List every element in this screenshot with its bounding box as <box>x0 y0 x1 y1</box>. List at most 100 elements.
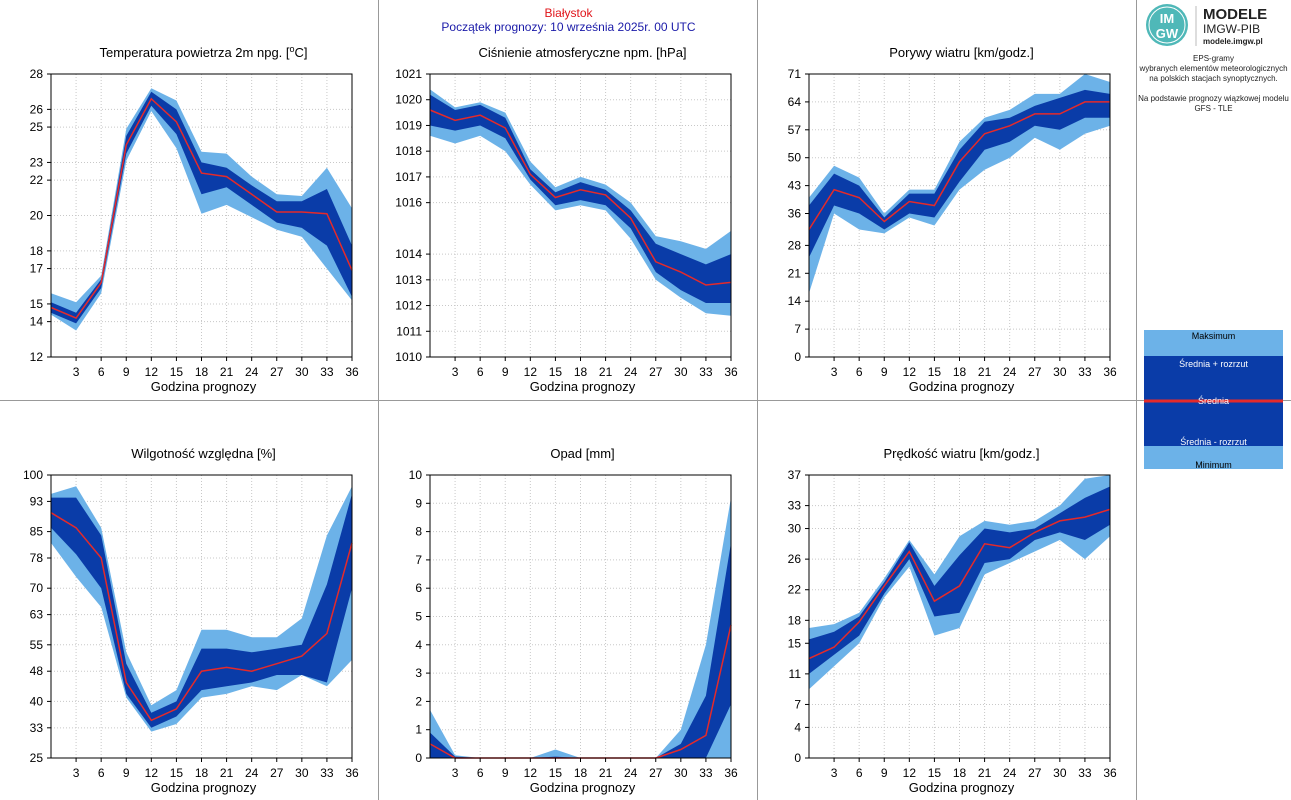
y-tick-label: 20 <box>30 209 44 223</box>
x-axis-label: Godzina prognozy <box>530 379 636 394</box>
band-mean-spread <box>51 493 352 728</box>
sidebar-line: EPS-gramy <box>1193 54 1234 63</box>
y-tick-label: 7 <box>794 697 801 711</box>
y-tick-label: 22 <box>30 173 44 187</box>
x-tick-label: 36 <box>724 365 738 379</box>
x-tick-label: 18 <box>574 766 588 780</box>
y-tick-label: 33 <box>30 721 44 735</box>
y-tick-label: 1019 <box>395 118 422 132</box>
sidebar-line: wybranych elementów meteorologicznych <box>1139 64 1288 73</box>
y-tick-label: 15 <box>788 636 802 650</box>
band-mean-spread <box>809 89 1110 258</box>
y-tick-label: 28 <box>788 238 802 252</box>
y-tick-label: 22 <box>788 583 802 597</box>
x-tick-label: 36 <box>1103 365 1117 379</box>
y-tick-label: 85 <box>30 525 44 539</box>
y-tick-label: 14 <box>788 294 802 308</box>
x-axis-label: Godzina prognozy <box>151 379 257 394</box>
y-tick-label: 2 <box>415 694 422 708</box>
x-tick-label: 21 <box>220 766 234 780</box>
y-tick-label: 70 <box>30 581 44 595</box>
x-tick-label: 12 <box>524 766 538 780</box>
station-name: Białystok <box>544 6 593 20</box>
logo-title: MODELE <box>1203 6 1267 23</box>
x-tick-label: 15 <box>549 766 563 780</box>
logo-url: modele.imgw.pl <box>1203 37 1263 46</box>
y-tick-label: 25 <box>30 751 44 765</box>
y-tick-label: 100 <box>23 468 43 482</box>
legend-label-min: Minimum <box>1195 460 1232 469</box>
y-tick-label: 28 <box>30 67 44 81</box>
sidebar-line: Na podstawie prognozy wiązkowej modelu <box>1138 94 1289 103</box>
y-tick-label: 18 <box>788 613 802 627</box>
logo-graphic: IM GW MODELE IMGW-PIB modele.imgw.pl <box>1146 4 1267 46</box>
x-tick-label: 27 <box>649 766 663 780</box>
y-tick-label: 36 <box>788 207 802 221</box>
y-tick-label: 1020 <box>395 93 422 107</box>
x-tick-label: 6 <box>98 365 105 379</box>
mean-line <box>808 101 1110 230</box>
x-tick-label: 21 <box>978 766 992 780</box>
imgw-logo: IM GW MODELE IMGW-PIB modele.imgw.pl <box>1144 2 1289 48</box>
x-tick-label: 6 <box>856 766 863 780</box>
legend-label-mean: Średnia <box>1198 395 1229 406</box>
y-tick-label: 17 <box>30 262 44 276</box>
x-tick-label: 27 <box>1028 766 1042 780</box>
x-axis-label: Godzina prognozy <box>909 780 1015 795</box>
x-tick-label: 21 <box>220 365 234 379</box>
x-tick-label: 9 <box>502 365 509 379</box>
y-tick-label: 3 <box>415 666 422 680</box>
x-tick-label: 36 <box>1103 766 1117 780</box>
y-tick-label: 93 <box>30 494 44 508</box>
x-tick-label: 15 <box>928 365 942 379</box>
x-tick-label: 30 <box>1053 365 1067 379</box>
x-tick-label: 30 <box>674 766 688 780</box>
y-tick-label: 40 <box>30 694 44 708</box>
mean-line <box>808 508 1111 660</box>
y-tick-label: 7 <box>415 553 422 567</box>
y-tick-label: 33 <box>788 499 802 513</box>
x-axis-label: Godzina prognozy <box>530 780 636 795</box>
legend-label-mean-minus: Średnia - rozrzut <box>1180 436 1247 447</box>
x-tick-label: 3 <box>831 365 838 379</box>
y-tick-label: 26 <box>30 102 44 116</box>
y-tick-label: 1011 <box>396 324 422 338</box>
x-tick-label: 15 <box>928 766 942 780</box>
x-tick-label: 24 <box>1003 365 1017 379</box>
x-tick-label: 15 <box>549 365 563 379</box>
x-tick-label: 33 <box>699 365 713 379</box>
x-tick-label: 27 <box>1028 365 1042 379</box>
y-tick-label: 57 <box>788 123 802 137</box>
x-tick-label: 33 <box>1078 766 1092 780</box>
x-tick-label: 18 <box>953 766 967 780</box>
x-tick-label: 9 <box>881 766 888 780</box>
mean-line <box>50 512 353 722</box>
y-tick-label: 4 <box>794 720 801 734</box>
x-tick-label: 3 <box>452 365 459 379</box>
y-tick-label: 63 <box>30 608 44 622</box>
y-tick-label: 7 <box>794 322 801 336</box>
y-tick-label: 14 <box>30 315 44 329</box>
x-tick-label: 12 <box>145 365 159 379</box>
x-tick-label: 36 <box>345 766 359 780</box>
chart-title: Wilgotność względna [%] <box>131 446 276 461</box>
y-tick-label: 15 <box>30 297 44 311</box>
x-tick-label: 33 <box>699 766 713 780</box>
x-tick-label: 3 <box>73 766 80 780</box>
y-tick-label: 1010 <box>395 350 422 364</box>
x-tick-label: 21 <box>599 766 613 780</box>
band-mean-spread <box>51 91 352 324</box>
sidebar-line: na polskich stacjach synoptycznych. <box>1149 74 1278 83</box>
x-tick-label: 18 <box>195 365 209 379</box>
logo-circle <box>1146 4 1188 46</box>
y-tick-label: 43 <box>788 179 802 193</box>
y-tick-label: 1017 <box>395 170 422 184</box>
x-tick-label: 24 <box>245 365 259 379</box>
x-tick-label: 24 <box>624 766 638 780</box>
x-tick-label: 12 <box>524 365 538 379</box>
chart-title: Porywy wiatru [km/godz.] <box>889 45 1034 60</box>
chart-title: Temperatura powietrza 2m npg. [oC] <box>99 44 307 60</box>
y-tick-label: 25 <box>30 120 44 134</box>
x-tick-label: 9 <box>123 365 130 379</box>
